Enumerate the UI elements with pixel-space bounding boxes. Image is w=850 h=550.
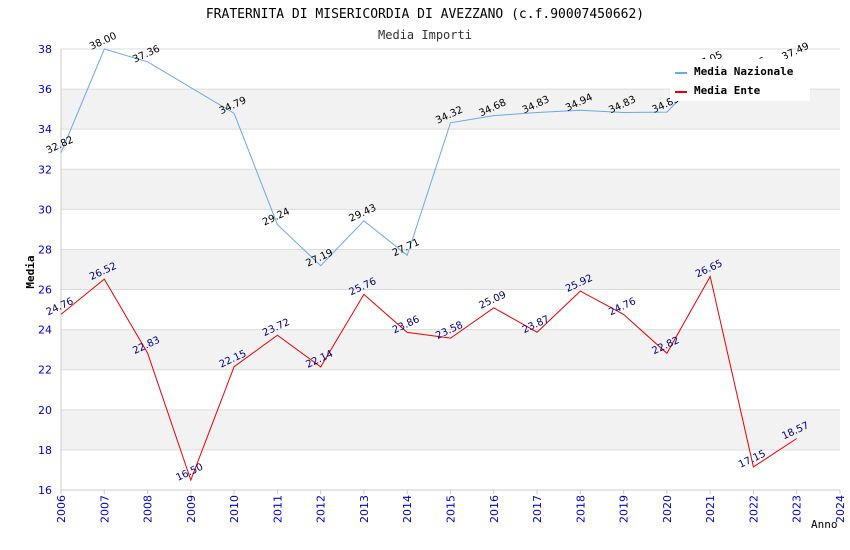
y-tick-label: 26: [38, 284, 52, 297]
x-tick-label: 2008: [142, 495, 155, 523]
series-line-media-ente: [60, 275, 797, 482]
y-axis-label: Media: [24, 255, 37, 288]
x-tick-label: 2020: [661, 495, 674, 523]
y-tick-label: 34: [38, 123, 52, 136]
plot-band: [61, 249, 840, 290]
x-tick-label: 2024: [834, 495, 847, 523]
plot-band: [61, 329, 840, 370]
plot-band: [61, 129, 840, 170]
x-tick-label: 2007: [98, 495, 111, 523]
plot-band: [61, 169, 840, 210]
x-tick-label: 2015: [445, 495, 458, 523]
legend: Media Nazionale Media Ente: [670, 59, 810, 101]
legend-label-media-ente: Media Ente: [694, 84, 761, 97]
x-tick-label: 2019: [618, 495, 631, 523]
x-tick-label: 2016: [488, 495, 501, 523]
y-tick-label: 24: [38, 324, 52, 337]
plot-band: [61, 209, 840, 250]
x-tick-label: 2017: [531, 495, 544, 523]
x-axis-ticks: 2006 2007 2008 2009 2010 2011 2012 2013 2014 2015…: [55, 490, 847, 523]
y-axis-ticks: 16 18 20 22 24 26 28 30 32 34 36 38: [38, 43, 52, 497]
y-tick-label: 38: [38, 43, 52, 56]
legend-box: [670, 59, 810, 101]
x-tick-label: 2012: [315, 495, 328, 523]
y-tick-label: 28: [38, 243, 52, 256]
y-tick-label: 30: [38, 203, 52, 216]
y-tick-label: 22: [38, 364, 52, 377]
x-tick-label: 2010: [228, 495, 241, 523]
x-tick-label: 2022: [747, 495, 760, 523]
plot-band: [61, 289, 840, 330]
x-axis-label: Anno: [811, 518, 838, 531]
x-tick-label: 2009: [185, 495, 198, 523]
y-tick-label: 18: [38, 444, 52, 457]
x-tick-label: 2018: [574, 495, 587, 523]
x-tick-label: 2011: [271, 495, 284, 523]
legend-label-media-nazionale: Media Nazionale: [694, 65, 794, 78]
chart-subtitle: Media Importi: [378, 28, 472, 42]
y-tick-label: 36: [38, 83, 52, 96]
x-tick-label: 2014: [401, 495, 414, 523]
plot-band: [61, 449, 840, 490]
plot-band: [61, 369, 840, 410]
plot-band: [61, 409, 840, 450]
y-tick-label: 16: [38, 484, 52, 497]
y-tick-label: 20: [38, 404, 52, 417]
x-tick-label: 2021: [704, 495, 717, 523]
y-tick-label: 32: [38, 163, 52, 176]
chart-title: FRATERNITA DI MISERICORDIA DI AVEZZANO (…: [206, 7, 644, 22]
x-tick-label: 2013: [358, 495, 371, 523]
x-tick-label: 2006: [55, 495, 68, 523]
x-tick-label: 2023: [791, 495, 804, 523]
